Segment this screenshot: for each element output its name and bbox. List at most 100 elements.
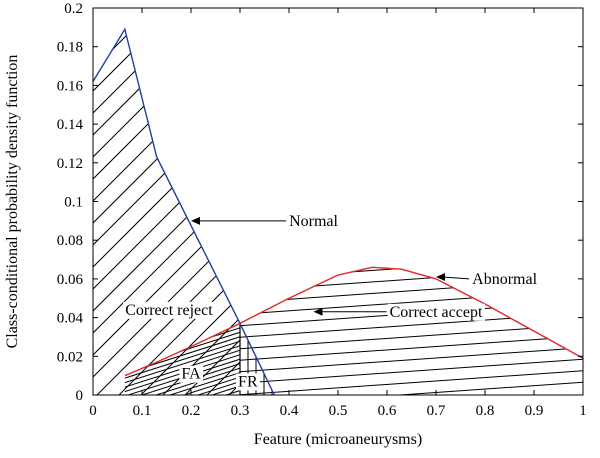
y-axis-label: Class-conditional probability density fu… <box>4 55 21 349</box>
x-tick-label: 0.2 <box>182 403 201 419</box>
hatch-line <box>93 29 229 395</box>
arrow-head <box>436 272 445 281</box>
hatch-line <box>124 323 229 395</box>
hatch-line <box>240 346 583 375</box>
y-tick-label: 0.12 <box>57 156 83 172</box>
hatch-line <box>231 323 240 395</box>
y-tick-label: 0.04 <box>57 311 84 327</box>
hatch-line <box>124 323 240 395</box>
axes: 0 0.1 0.2 0.3 0.4 0.5 0.6 0.7 0.8 0.9 1 0 0.02 0.04 0.… <box>57 1 587 419</box>
x-tick-label: 0.1 <box>133 403 152 419</box>
arrow-shaft <box>442 276 470 280</box>
hatch-line <box>200 140 600 168</box>
hatch-line <box>582 260 600 420</box>
hatch-line <box>446 0 600 420</box>
hatch-line <box>568 260 600 420</box>
hatch-line <box>124 323 240 395</box>
hatch-line <box>93 29 240 395</box>
hatch-line <box>240 267 583 272</box>
hatch-line <box>93 29 185 395</box>
hatch-line <box>133 323 240 395</box>
hatch-line <box>93 29 240 395</box>
hatch-line <box>93 29 240 395</box>
annotation-bg <box>287 212 341 230</box>
hatch-line <box>124 323 240 395</box>
x-axis-label: Feature (microaneurysms) <box>254 431 422 448</box>
annotation-fa-text: FA <box>181 366 201 383</box>
annotation-bg <box>387 303 485 321</box>
hatch-line <box>200 174 600 202</box>
hatch-line <box>217 323 240 395</box>
hatch-line <box>248 0 600 420</box>
y-tick-label: 0.18 <box>57 40 83 56</box>
x-tick-label: 0 <box>89 403 97 419</box>
hatch-line <box>93 29 240 395</box>
hatch-line <box>240 357 583 387</box>
hatch-line <box>115 29 240 395</box>
arrow-head <box>191 216 200 225</box>
annotation-fa: FA <box>179 365 204 383</box>
y-tick-label: 0.08 <box>57 233 83 249</box>
hatch-line <box>124 323 240 395</box>
hatch-line <box>240 380 583 395</box>
hatch-line <box>200 209 600 237</box>
annotation-correct-reject-text: Correct reject <box>125 302 213 319</box>
arrow-head <box>313 307 323 316</box>
hatch-line <box>124 323 240 395</box>
x-tick-label: 0.4 <box>280 403 299 419</box>
hatch-line <box>270 0 600 420</box>
hatch-line <box>124 323 240 395</box>
hatch-line <box>159 29 240 395</box>
hatch-line <box>124 323 240 395</box>
annotation-bg <box>236 373 260 391</box>
hatch-line <box>200 186 600 214</box>
hatch-line <box>240 323 583 352</box>
hatch-line <box>336 0 600 420</box>
hatch-line <box>181 29 240 395</box>
x-tick-label: 0.3 <box>231 403 250 419</box>
hatch-line <box>93 29 240 395</box>
hatch-line <box>203 323 240 395</box>
hatch-line <box>124 323 240 395</box>
hatch-line <box>240 334 583 364</box>
hatch-line <box>137 29 240 395</box>
hatch-line <box>380 0 600 420</box>
y-tick-label: 0.16 <box>57 78 84 94</box>
hatch-line <box>596 260 600 420</box>
annotation-normal-text: Normal <box>289 213 338 230</box>
hatch-line <box>240 267 583 295</box>
hatch-line <box>124 323 201 395</box>
hatch-line <box>358 0 600 420</box>
hatch-line <box>203 29 240 395</box>
x-tick-label: 0.9 <box>525 403 544 419</box>
hatch-line <box>93 29 240 395</box>
annotation-bg <box>179 365 204 383</box>
hatch-line <box>93 29 240 395</box>
hatch-line <box>147 323 240 395</box>
hatch-line <box>124 323 240 395</box>
hatch-line <box>288 260 600 420</box>
annotation-abnormal: Abnormal <box>436 270 540 288</box>
y-tick-label: 0.02 <box>57 349 83 365</box>
y-tick-label: 0.14 <box>57 117 84 133</box>
hatch-line <box>93 29 240 395</box>
hatch-line <box>554 260 600 420</box>
hatch-line <box>556 0 600 420</box>
hatch-regions <box>93 0 600 420</box>
hatch-line <box>534 0 600 420</box>
x-tick-label: 0.5 <box>329 403 348 419</box>
x-tick-label: 1 <box>579 403 587 419</box>
hatch-false-reject <box>247 323 273 395</box>
hatch-line <box>200 220 600 248</box>
hatch-line <box>124 323 240 395</box>
annotation-fr: FR <box>236 373 260 391</box>
hatch-line <box>402 0 600 420</box>
x-tick-label: 0.8 <box>476 403 495 419</box>
hatch-line <box>93 29 207 395</box>
y-tick-label: 0.06 <box>57 272 84 288</box>
x-tick-label: 0.7 <box>427 403 446 419</box>
hatch-line <box>124 323 240 395</box>
hatch-line <box>240 369 583 395</box>
hatch-line <box>200 163 600 191</box>
annotations: Normal Abnormal Correct accept Correct reje… <box>123 212 540 391</box>
